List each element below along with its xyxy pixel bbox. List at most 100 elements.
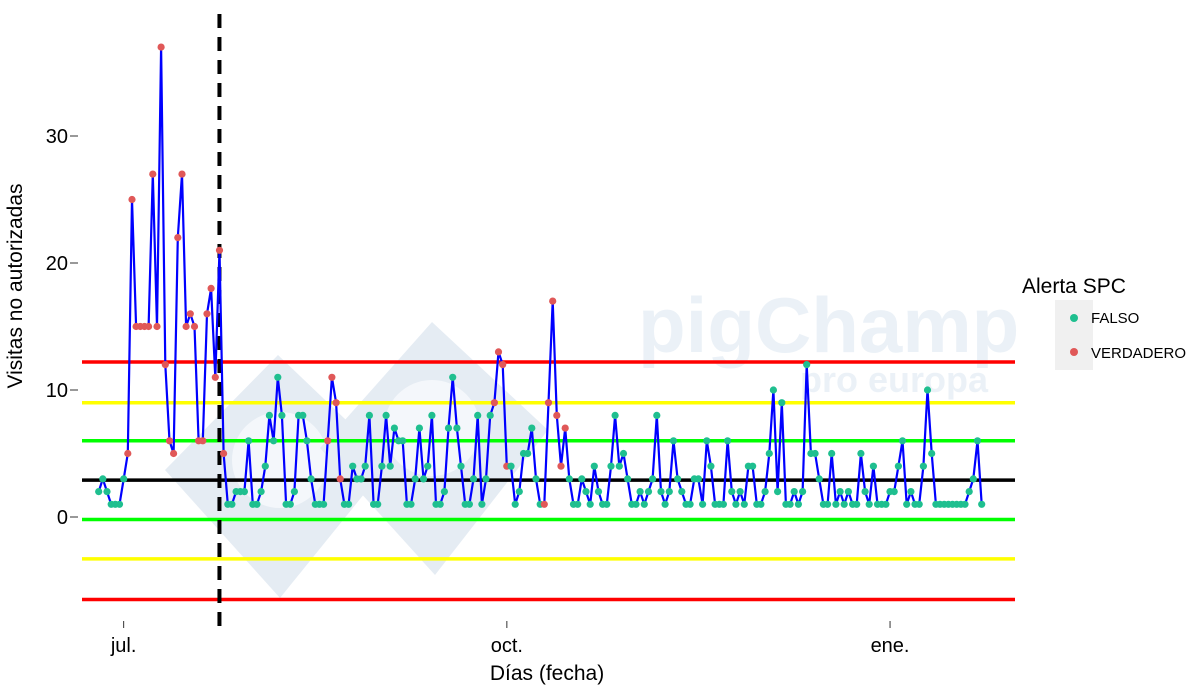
- data-point-119: [590, 462, 598, 470]
- data-point-208: [961, 500, 969, 508]
- data-point-42: [270, 437, 278, 445]
- data-point-169: [799, 488, 807, 496]
- data-point-39: [257, 488, 265, 496]
- data-point-19: [174, 234, 182, 242]
- legend-key-background: [1055, 300, 1093, 370]
- data-point-96: [494, 348, 503, 356]
- data-point-147: [707, 462, 715, 470]
- data-point-44: [278, 411, 286, 419]
- data-point-166: [786, 500, 794, 508]
- legend-title: Alerta SPC: [1022, 275, 1126, 298]
- x-tick-label-1: oct.: [491, 635, 523, 657]
- data-point-178: [836, 488, 844, 496]
- data-point-57: [332, 399, 340, 407]
- data-point-154: [736, 488, 744, 496]
- data-point-101: [515, 488, 523, 496]
- data-point-164: [778, 399, 786, 407]
- data-point-73: [399, 437, 407, 445]
- data-point-127: [624, 475, 632, 483]
- data-point-22: [186, 310, 194, 318]
- data-point-210: [969, 475, 977, 483]
- data-point-85: [449, 373, 457, 381]
- data-point-160: [761, 488, 769, 496]
- data-point-64: [361, 462, 369, 470]
- data-point-35: [240, 488, 248, 496]
- data-point-146: [703, 437, 711, 445]
- data-point-118: [586, 500, 594, 508]
- data-point-107: [540, 500, 548, 508]
- data-point-168: [794, 500, 803, 508]
- data-point-105: [532, 475, 540, 483]
- data-point-122: [603, 500, 611, 508]
- data-point-111: [557, 462, 565, 470]
- data-point-198: [919, 462, 928, 470]
- legend-key-verdadero: [1070, 348, 1078, 356]
- data-point-12: [145, 322, 153, 331]
- data-point-89: [465, 500, 473, 508]
- data-point-20: [178, 170, 186, 178]
- data-point-38: [253, 500, 261, 508]
- data-point-104: [528, 424, 536, 432]
- data-point-2: [103, 488, 111, 496]
- data-point-180: [844, 488, 853, 496]
- data-point-212: [978, 500, 986, 508]
- data-point-192: [894, 462, 903, 470]
- data-point-183: [857, 449, 865, 458]
- x-tick-label-2: ene.: [871, 635, 910, 657]
- data-point-162: [769, 386, 778, 394]
- data-point-93: [482, 475, 490, 483]
- data-point-61: [349, 462, 357, 470]
- data-point-21: [182, 322, 190, 331]
- data-point-54: [320, 500, 328, 508]
- data-point-63: [357, 475, 365, 483]
- data-point-47: [290, 488, 298, 496]
- data-point-82: [436, 500, 444, 508]
- data-point-17: [165, 437, 174, 445]
- data-point-200: [928, 449, 936, 458]
- data-point-68: [378, 462, 386, 470]
- legend-label-falso: FALSO: [1091, 310, 1139, 327]
- data-point-86: [453, 424, 461, 432]
- data-point-108: [544, 399, 553, 407]
- data-point-14: [153, 322, 161, 331]
- data-point-197: [915, 500, 923, 508]
- data-point-152: [728, 488, 736, 496]
- data-point-199: [923, 386, 932, 394]
- data-point-91: [474, 411, 482, 419]
- data-point-18: [170, 449, 178, 458]
- data-point-129: [632, 500, 640, 508]
- data-point-176: [828, 449, 836, 458]
- data-point-211: [973, 437, 982, 445]
- data-point-137: [665, 488, 673, 496]
- data-point-195: [907, 488, 915, 496]
- data-point-56: [328, 373, 336, 381]
- data-point-124: [611, 411, 619, 419]
- data-point-32: [228, 500, 236, 508]
- data-point-194: [903, 500, 911, 508]
- data-point-138: [669, 437, 678, 445]
- data-point-50: [303, 437, 311, 445]
- data-point-75: [407, 500, 415, 508]
- data-point-163: [774, 488, 782, 496]
- data-point-25: [199, 437, 207, 445]
- data-point-179: [840, 500, 848, 508]
- y-tick-label-3: 30: [46, 126, 68, 148]
- data-point-186: [869, 462, 878, 470]
- data-point-170: [803, 361, 811, 369]
- data-point-26: [203, 310, 211, 318]
- data-point-172: [811, 449, 819, 458]
- data-point-125: [615, 462, 623, 470]
- data-point-95: [490, 399, 498, 407]
- data-point-130: [636, 488, 644, 496]
- data-point-65: [365, 411, 373, 419]
- data-point-76: [411, 475, 419, 483]
- data-point-8: [128, 195, 136, 204]
- data-point-153: [732, 500, 740, 508]
- data-point-36: [245, 437, 253, 445]
- data-point-80: [428, 411, 436, 419]
- data-point-97: [499, 361, 507, 369]
- data-point-15: [157, 43, 165, 51]
- data-point-28: [211, 373, 219, 381]
- data-point-120: [594, 488, 603, 496]
- data-point-51: [307, 475, 315, 483]
